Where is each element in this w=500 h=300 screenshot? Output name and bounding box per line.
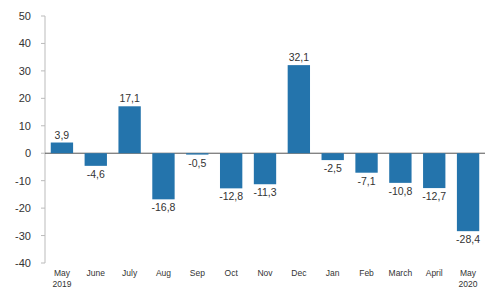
y-tick-label: 0 [25, 147, 31, 159]
bar [423, 153, 445, 188]
bar [288, 65, 310, 153]
bar [389, 153, 411, 183]
bars [51, 65, 479, 231]
x-tick-label: June [87, 268, 106, 278]
x-tick-label: Oct [225, 268, 239, 278]
data-label: -2,5 [324, 162, 342, 174]
y-tick-label: 10 [19, 120, 31, 132]
x-tick-label: Jan [326, 268, 340, 278]
data-label: -12,7 [422, 190, 446, 202]
x-tick-label-line: Jan [326, 268, 340, 278]
x-tick-label-line: 2020 [459, 279, 478, 289]
data-label: -4,6 [87, 168, 105, 180]
bar [186, 153, 208, 154]
x-tick-label-line: May [460, 268, 477, 278]
y-tick-label: -20 [15, 202, 31, 214]
data-label: -0,5 [188, 157, 206, 169]
y-tick [41, 180, 45, 181]
bar [220, 153, 242, 188]
y-tick-label: 50 [19, 10, 31, 22]
bar [355, 153, 377, 172]
x-tick-label-line: April [426, 268, 443, 278]
bar [85, 153, 107, 166]
y-tick [41, 43, 45, 44]
bar [51, 143, 73, 154]
bar [254, 153, 276, 184]
x-tick-label-line: Aug [156, 268, 171, 278]
x-tick-label: April [426, 268, 443, 278]
bar [152, 153, 174, 199]
y-tick-label: -40 [15, 257, 31, 269]
y-tick-label: 20 [19, 92, 31, 104]
data-label: -16,8 [151, 201, 175, 213]
x-tick-label-line: 2019 [52, 279, 71, 289]
data-label: 32,1 [289, 51, 310, 63]
y-tick [41, 208, 45, 209]
page: {"chart_data": {"type": "bar", "categori… [0, 0, 500, 300]
y-tick [41, 98, 45, 99]
data-label: -28,4 [456, 233, 480, 245]
data-label: -10,8 [388, 185, 412, 197]
data-label: -7,1 [357, 175, 375, 187]
x-tick-label: July [122, 268, 138, 278]
y-tick-label: -10 [15, 175, 31, 187]
y-axis-line [45, 16, 46, 263]
y-tick [41, 153, 45, 154]
y-tick [41, 125, 45, 126]
data-label: 3,9 [55, 129, 70, 141]
y-tick [41, 16, 45, 17]
y-tick [41, 263, 45, 264]
x-tick-label-line: Oct [225, 268, 239, 278]
data-label: -12,8 [219, 190, 243, 202]
bar [322, 153, 344, 160]
x-tick-label: May2020 [459, 268, 478, 289]
x-tick-label: Nov [257, 268, 273, 278]
x-tick-label-line: Nov [257, 268, 273, 278]
x-tick-label-line: Sep [190, 268, 205, 278]
x-tick-label: March [389, 268, 413, 278]
x-tick-label-line: June [87, 268, 106, 278]
x-tick-label: Sep [190, 268, 205, 278]
x-tick-label: Dec [291, 268, 307, 278]
data-label: 17,1 [119, 92, 140, 104]
x-tick-label: Feb [359, 268, 374, 278]
y-tick-label: -30 [15, 230, 31, 242]
bar [118, 106, 140, 153]
chart: -40 -30 -20 -10 0 10 20 30 40 50 3,9 -4,6 17,1 -16,8 -… [0, 0, 500, 300]
x-tick-label-line: Dec [291, 268, 307, 278]
y-tick [41, 70, 45, 71]
y-tick-label: 40 [19, 37, 31, 49]
y-tick-label: 30 [19, 65, 31, 77]
x-tick-label-line: May [54, 268, 71, 278]
x-tick-label-line: Feb [359, 268, 374, 278]
x-tick-label-line: July [122, 268, 138, 278]
data-label: -11,3 [253, 186, 276, 198]
x-tick-label: Aug [156, 268, 171, 278]
y-tick [41, 235, 45, 236]
x-tick-label-line: March [389, 268, 413, 278]
x-tick-label: May2019 [52, 268, 71, 289]
bar [457, 153, 479, 231]
